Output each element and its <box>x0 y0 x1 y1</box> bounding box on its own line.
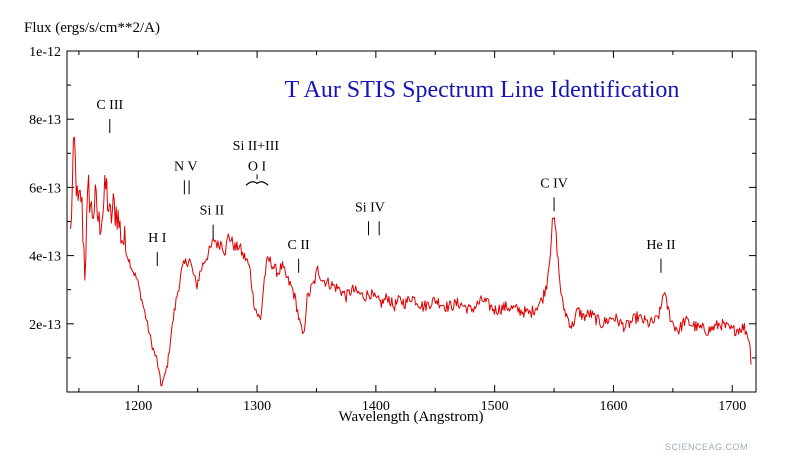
x-tick-label: 1600 <box>599 399 627 414</box>
y-tick-label: 1e-12 <box>29 45 61 60</box>
x-tick-label: 1300 <box>243 399 271 414</box>
y-axis: 2e-13 4e-13 6e-13 8e-13 1e-12 <box>29 45 756 359</box>
spectrum-series-line <box>70 136 752 387</box>
line-id-label: He II <box>646 238 675 253</box>
line-id-label: Si II <box>200 204 225 219</box>
line-id-label: N V <box>174 159 197 174</box>
line-id-label: Si II+III <box>233 139 280 154</box>
line-id-label: C III <box>96 98 123 113</box>
y-tick-label: 2e-13 <box>29 318 61 333</box>
x-tick-label: 1200 <box>124 399 152 414</box>
line-id-label: C IV <box>540 176 568 191</box>
line-id-label: Si IV <box>355 200 385 215</box>
series-layer <box>70 136 752 387</box>
x-tick-label: 1400 <box>362 399 390 414</box>
x-tick-label: 1500 <box>481 399 509 414</box>
x-axis-title: Wavelength (Angstrom) <box>338 409 483 425</box>
line-id-label: C II <box>288 238 311 253</box>
line-identifications: C III N V H I Si II Si II+III O I C II Si IV C I… <box>96 98 676 273</box>
y-axis-title: Flux (ergs/s/cm**2/A) <box>24 20 160 36</box>
line-id-label: H I <box>148 231 167 246</box>
y-tick-label: 6e-13 <box>29 181 61 196</box>
chart-title: T Aur STIS Spectrum Line Identification <box>285 77 680 103</box>
line-id-label: O I <box>248 159 267 174</box>
y-tick-label: 4e-13 <box>29 250 61 265</box>
y-tick-label: 8e-13 <box>29 113 61 128</box>
watermark: SCIENCEAG.COM <box>665 442 748 452</box>
plot-frame <box>66 50 757 393</box>
line-id-brace <box>245 181 269 186</box>
x-tick-label: 1700 <box>718 399 746 414</box>
x-axis: 1200 1300 1400 1500 1600 1700 <box>78 51 746 414</box>
